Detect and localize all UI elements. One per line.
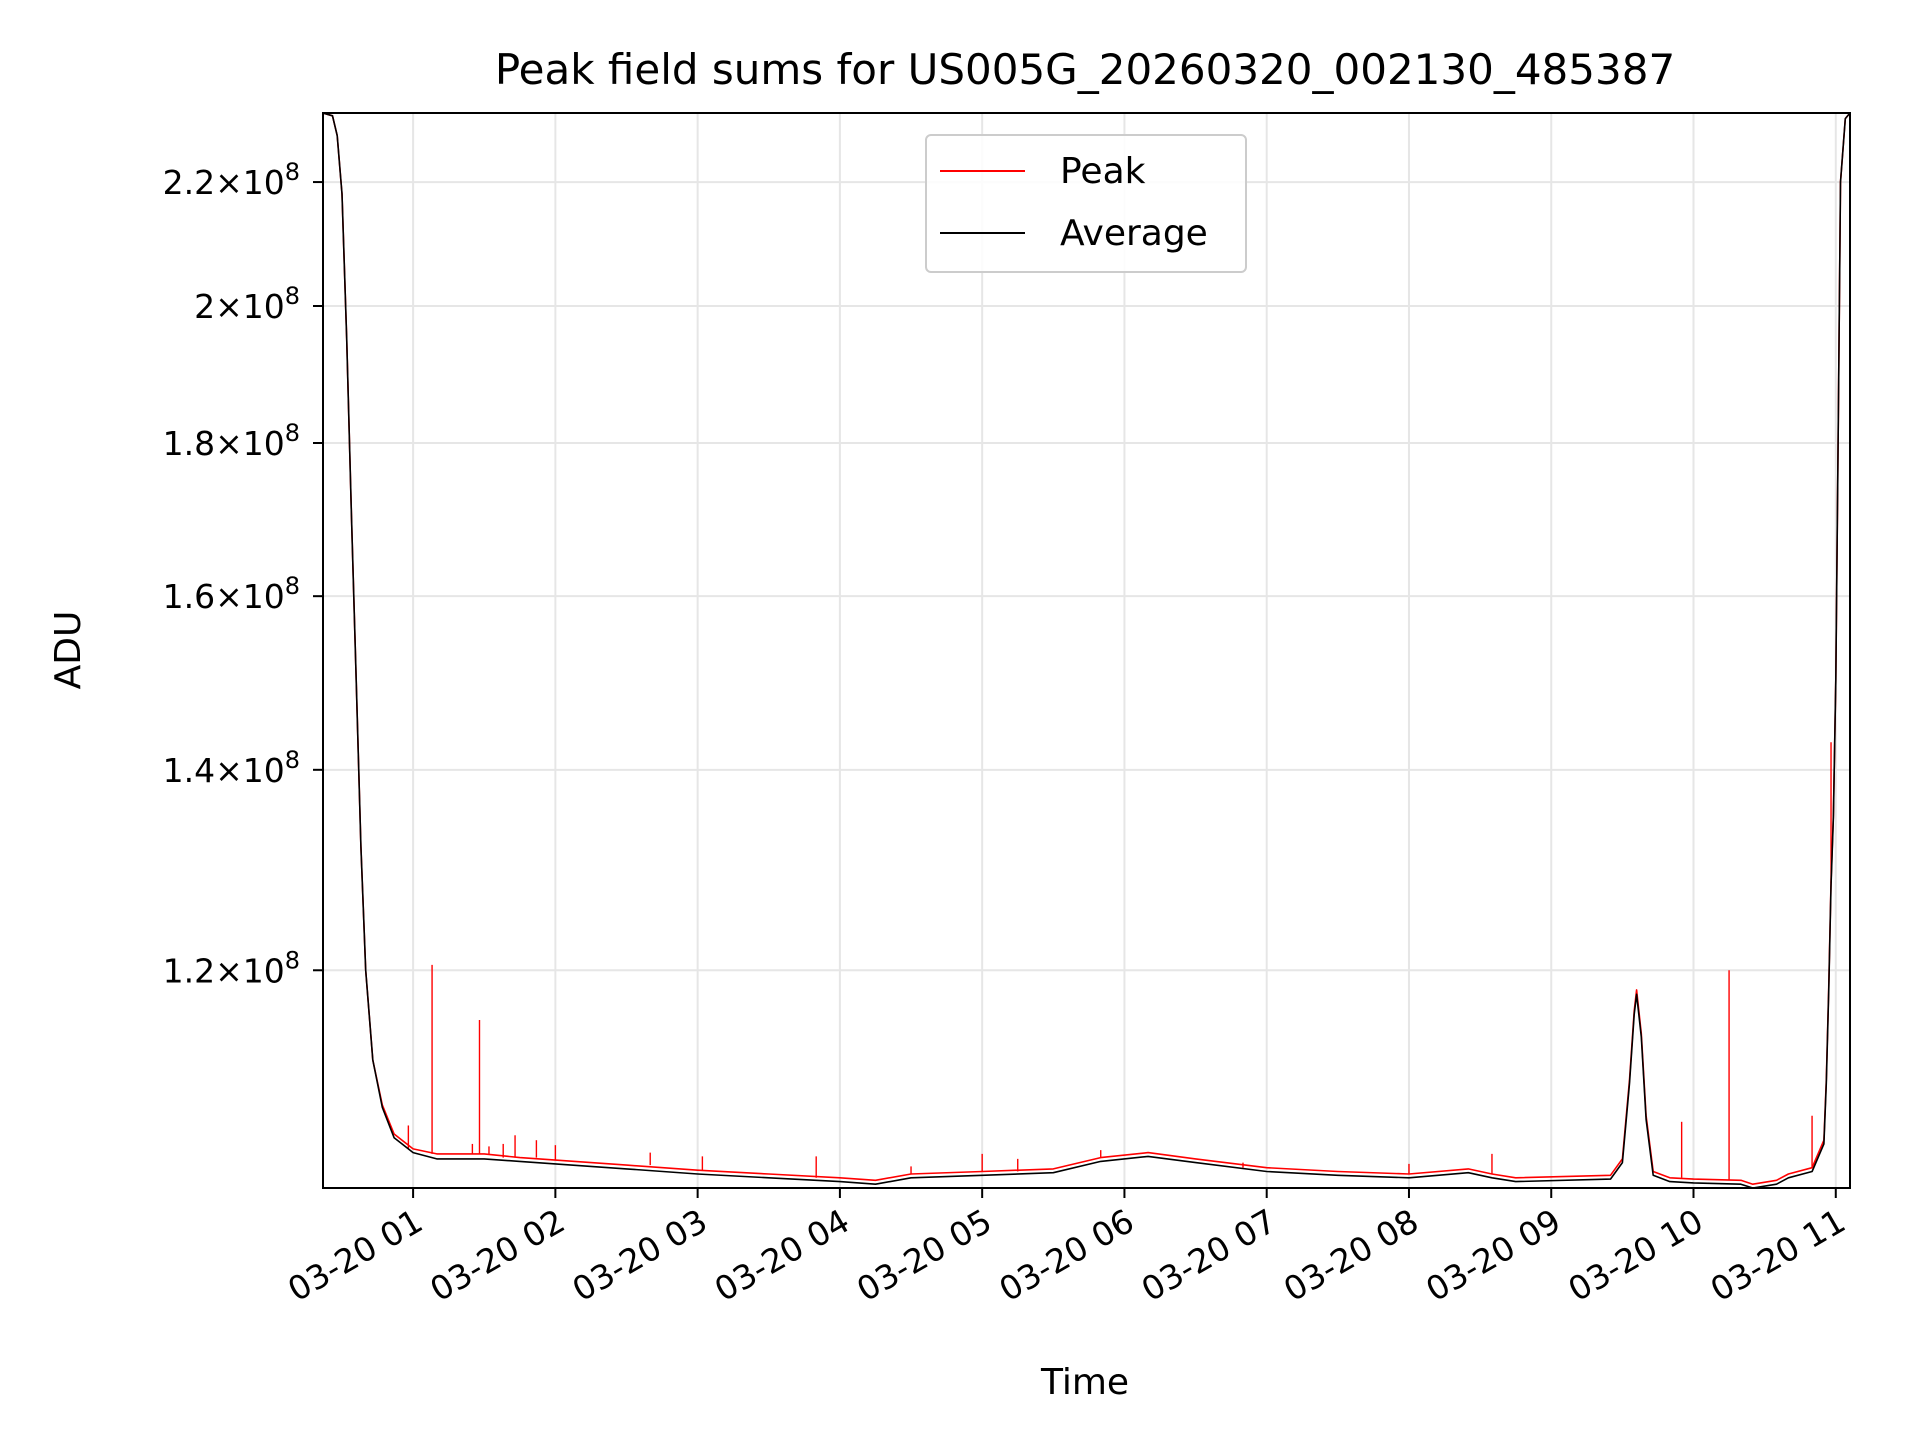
y-tick-label: 1.4×108	[163, 746, 300, 790]
series-line-average	[323, 113, 1850, 1188]
chart-title: Peak field sums for US005G_20260320_0021…	[495, 45, 1675, 94]
plot-area	[323, 113, 1850, 1188]
y-tick-label: 1.6×108	[163, 572, 300, 616]
y-tick-label: 2×108	[194, 282, 300, 326]
y-axis-label: ADU	[48, 611, 89, 690]
legend-label-peak: Peak	[1060, 151, 1146, 192]
y-tick-label: 1.8×108	[163, 419, 300, 463]
legend-label-average: Average	[1060, 213, 1208, 254]
plot-frame	[322, 112, 1851, 1189]
y-tick-label: 1.2×108	[163, 946, 300, 990]
series-layer	[323, 113, 1850, 1188]
legend: Peak Average	[925, 134, 1247, 273]
y-tick-label: 2.2×108	[163, 158, 300, 202]
y-axis: 1.2×108 1.4×108 1.6×108 1.8×108 2×108 2.2×108	[163, 158, 323, 990]
x-axis-label: Time	[1040, 1362, 1129, 1403]
legend-box	[925, 134, 1247, 273]
